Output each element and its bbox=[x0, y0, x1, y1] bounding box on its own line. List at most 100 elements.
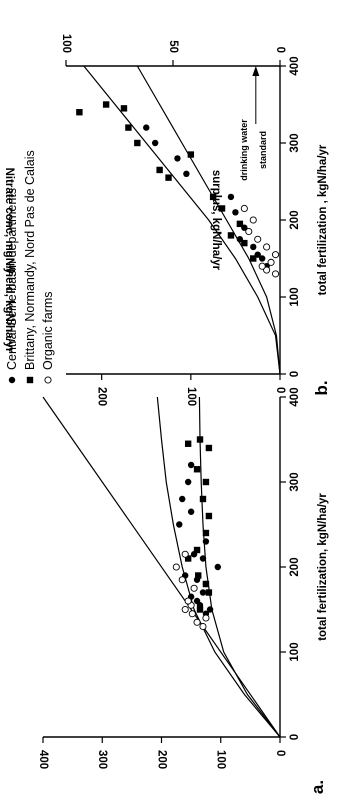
panel-b-lines bbox=[83, 65, 281, 375]
panel-b-point bbox=[254, 235, 262, 243]
panel-a-y-tick-label: 100 bbox=[215, 750, 227, 769]
panel-a-point bbox=[199, 622, 207, 631]
panel-a-point bbox=[199, 555, 207, 562]
panel-b-point bbox=[232, 209, 239, 216]
panel-a-point bbox=[199, 589, 207, 596]
panel-b-point bbox=[236, 220, 244, 228]
panel-a-y-label: yield, kgN/ha/yr bbox=[3, 267, 15, 353]
panel-b-fit-lower-line bbox=[136, 65, 281, 375]
panel-a-point bbox=[195, 572, 202, 579]
panel-b-point bbox=[156, 166, 163, 174]
panel-b-point bbox=[263, 243, 271, 251]
panel-a-point bbox=[187, 461, 195, 469]
panel-a-point bbox=[205, 512, 213, 520]
panel-b-point bbox=[263, 266, 271, 274]
panel-b-y2-label: Nitrate conc, mgN/l bbox=[3, 168, 15, 273]
panel-a-x-tick-label: 400 bbox=[289, 387, 301, 406]
panel-a-x-tick-label: 100 bbox=[289, 642, 301, 661]
panel-b-point bbox=[125, 124, 132, 131]
legend-marker bbox=[8, 376, 16, 384]
panel-a-point bbox=[184, 555, 192, 562]
panel-a-point bbox=[172, 563, 180, 571]
panel-b-point bbox=[183, 170, 190, 177]
panel-a-point bbox=[193, 466, 201, 473]
panel-b-y-tick-label: 200 bbox=[96, 387, 108, 406]
panel-a-point bbox=[193, 597, 201, 605]
panel-a-point bbox=[202, 580, 210, 588]
panel-a-point bbox=[206, 606, 214, 613]
panel-a-lines bbox=[42, 396, 281, 738]
panel-a-point bbox=[187, 508, 195, 515]
panel-b-y2-tick-label: 100 bbox=[60, 34, 72, 53]
panel-b-point bbox=[245, 227, 253, 236]
panel-a-point bbox=[196, 436, 204, 443]
panel-a-point bbox=[190, 584, 198, 592]
panel-b-point bbox=[258, 262, 266, 270]
panel-a-point bbox=[214, 563, 221, 571]
panel-b-point bbox=[240, 204, 248, 212]
panel-b-y-tick-label: 100 bbox=[185, 387, 197, 406]
panel-a-point bbox=[188, 610, 196, 618]
panel-b-point bbox=[143, 124, 150, 131]
panel-a-point bbox=[178, 576, 186, 584]
panel-a-x-label: total fertilization, kgN/ha/yr bbox=[317, 493, 329, 641]
panel-a-point bbox=[196, 606, 204, 613]
panel-a-fit-lower-line bbox=[198, 396, 281, 738]
panel-b-x-tick-label: 100 bbox=[289, 287, 301, 306]
panel-b-point bbox=[76, 109, 83, 116]
panel-b-point bbox=[250, 255, 257, 262]
panel-b-x-tick-label: 200 bbox=[289, 210, 301, 229]
panel-b-point bbox=[174, 155, 181, 162]
panel-a-point bbox=[184, 478, 192, 486]
panel-a-point bbox=[193, 618, 201, 626]
panel-b-point bbox=[151, 139, 159, 147]
panel-a-point bbox=[205, 444, 213, 452]
panel-a-point bbox=[176, 521, 183, 528]
standard-annotation-line1: drinking water bbox=[239, 119, 249, 181]
standard-arrow-icon bbox=[252, 66, 260, 76]
panel-a-x-tick-label: 300 bbox=[289, 472, 301, 491]
panel-a-point bbox=[205, 589, 213, 596]
panel-b-x-tick-label: 0 bbox=[289, 371, 301, 377]
panel-b-y-label: surplus, kgN/ha/yr bbox=[210, 170, 222, 271]
panel-b-point bbox=[241, 239, 248, 247]
panel-b-point bbox=[227, 232, 235, 239]
panel-b-point bbox=[267, 258, 275, 266]
panel-b-y-tick-label: 0 bbox=[274, 387, 286, 393]
legend: Central Seine basin departments Brittany,… bbox=[5, 150, 55, 384]
panel-a-x-tick-label: 0 bbox=[289, 734, 301, 740]
panel-b-point bbox=[250, 243, 257, 251]
panel-a-point bbox=[181, 605, 189, 614]
panel-a-point bbox=[179, 495, 186, 503]
panel-b-x-tick-label: 300 bbox=[289, 133, 301, 152]
panel-a-point bbox=[202, 529, 210, 537]
legend-marker bbox=[44, 376, 52, 384]
panel-a-one-to-one-line bbox=[42, 396, 281, 738]
panel-b-label: b. bbox=[312, 380, 331, 395]
panel-a-y-tick-label: 200 bbox=[155, 750, 167, 769]
panel-a-point bbox=[202, 614, 210, 622]
panel-b-point bbox=[249, 216, 257, 224]
panel-a-y-tick-label: 400 bbox=[37, 750, 49, 769]
panel-b-x-tick-label: 400 bbox=[289, 56, 301, 75]
panel-a-point bbox=[199, 495, 207, 503]
panel-a-points bbox=[172, 436, 221, 631]
panel-a-label: a. bbox=[308, 780, 327, 794]
panel-a-y-tick-label: 0 bbox=[274, 750, 286, 756]
panel-a-point bbox=[184, 440, 192, 447]
panel-b-point bbox=[258, 255, 266, 262]
panel-b-point bbox=[165, 174, 172, 181]
panel-b-point bbox=[271, 251, 280, 259]
panel-b-point bbox=[271, 270, 280, 278]
legend-marker bbox=[26, 376, 34, 384]
panel-b-point bbox=[102, 101, 110, 108]
panel-b-point bbox=[209, 193, 217, 201]
panel-b-point bbox=[187, 151, 195, 158]
panel-b-fit-upper-line bbox=[83, 65, 281, 375]
standard-annotation-line2: standard bbox=[258, 131, 268, 169]
